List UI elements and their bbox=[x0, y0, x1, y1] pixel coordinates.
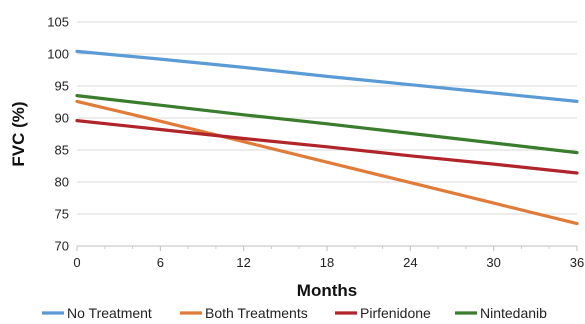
legend: No Treatment Both Treatments Pirfenidone Ni… bbox=[42, 305, 547, 321]
y-axis-title: FVC (%) bbox=[9, 101, 28, 166]
x-tick-label: 6 bbox=[157, 255, 164, 270]
axes bbox=[76, 245, 578, 251]
series-line-no-treatment bbox=[75, 49, 579, 104]
x-tick-label: 12 bbox=[236, 255, 250, 270]
y-tick-label: 80 bbox=[55, 175, 69, 190]
y-tick-label: 100 bbox=[47, 47, 69, 62]
x-tick-label: 0 bbox=[73, 255, 80, 270]
x-tick-label: 24 bbox=[403, 255, 417, 270]
y-tick-label: 90 bbox=[55, 111, 69, 126]
legend-label: Nintedanib bbox=[480, 305, 547, 321]
x-axis-title: Months bbox=[297, 281, 357, 300]
y-tick-label: 105 bbox=[47, 15, 69, 30]
legend-label: No Treatment bbox=[67, 305, 152, 321]
gridlines bbox=[77, 21, 577, 215]
tick-labels: 70 75 80 85 90 95 100 105 0 6 12 18 24 30 36 bbox=[47, 15, 584, 271]
series-line-both-treatments bbox=[75, 99, 579, 226]
series-line-pirfenidone bbox=[75, 118, 579, 175]
x-tick-label: 18 bbox=[320, 255, 334, 270]
legend-label: Both Treatments bbox=[205, 305, 308, 321]
series-lines bbox=[75, 49, 579, 226]
y-tick-label: 85 bbox=[55, 143, 69, 158]
x-tick-label: 36 bbox=[570, 255, 584, 270]
legend-label: Pirfenidone bbox=[360, 305, 431, 321]
y-tick-label: 70 bbox=[55, 239, 69, 254]
x-tick-label: 30 bbox=[486, 255, 500, 270]
y-tick-label: 95 bbox=[55, 79, 69, 94]
series-line-nintedanib bbox=[75, 93, 579, 155]
y-tick-label: 75 bbox=[55, 207, 69, 222]
